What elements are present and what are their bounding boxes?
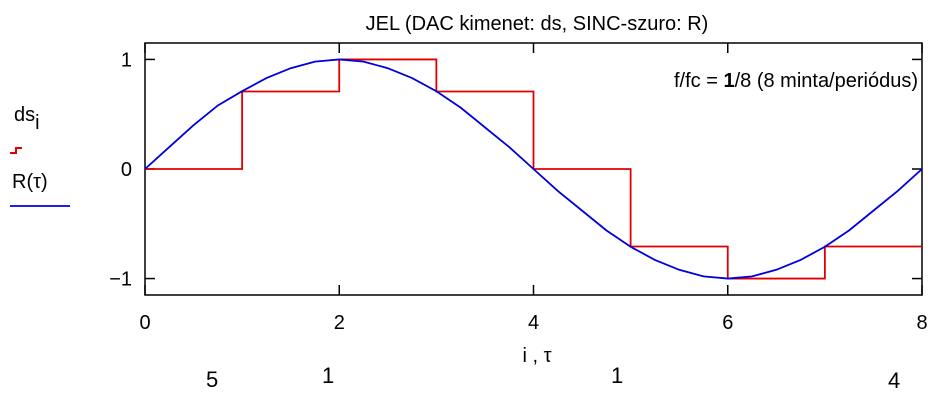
y-tick-label: 1 xyxy=(121,49,132,71)
x-tick-label: 8 xyxy=(916,312,927,334)
y-axis-ticks: 1 0 −1 xyxy=(109,49,922,291)
x-tick-label: 6 xyxy=(722,312,733,334)
x-axis-ticks: 0 2 4 6 8 xyxy=(139,43,928,334)
x-tick-label: 4 xyxy=(528,312,539,334)
x-tick-label: 0 xyxy=(139,312,150,334)
series-line-ds xyxy=(145,58,922,280)
partial-digit-1: 5 xyxy=(206,367,219,392)
series-layer xyxy=(144,58,923,280)
series-line-r xyxy=(144,58,923,280)
chart-svg: JEL (DAC kimenet: ds, SINC-szuro: R) 10−… xyxy=(10,13,928,367)
partial-digit-3: 1 xyxy=(611,363,624,388)
partial-digit-4: 4 xyxy=(888,368,901,393)
x-tick-label: 2 xyxy=(334,312,345,334)
legend-label-ds: dsi xyxy=(14,104,40,134)
legend: dsi R(τ) xyxy=(10,104,70,207)
chart-title: JEL (DAC kimenet: ds, SINC-szuro: R) xyxy=(366,13,709,35)
x-axis-label: i , τ xyxy=(522,345,551,367)
frequency-annotation: f/fc = 1/8 (8 minta/periódus) xyxy=(674,70,918,92)
y-tick-label: 0 xyxy=(121,159,132,181)
y-tick-label: −1 xyxy=(109,269,132,291)
legend-swatch-ds xyxy=(10,147,22,154)
partial-digit-2: 1 xyxy=(322,363,335,388)
legend-label-r: R(τ) xyxy=(12,171,48,193)
